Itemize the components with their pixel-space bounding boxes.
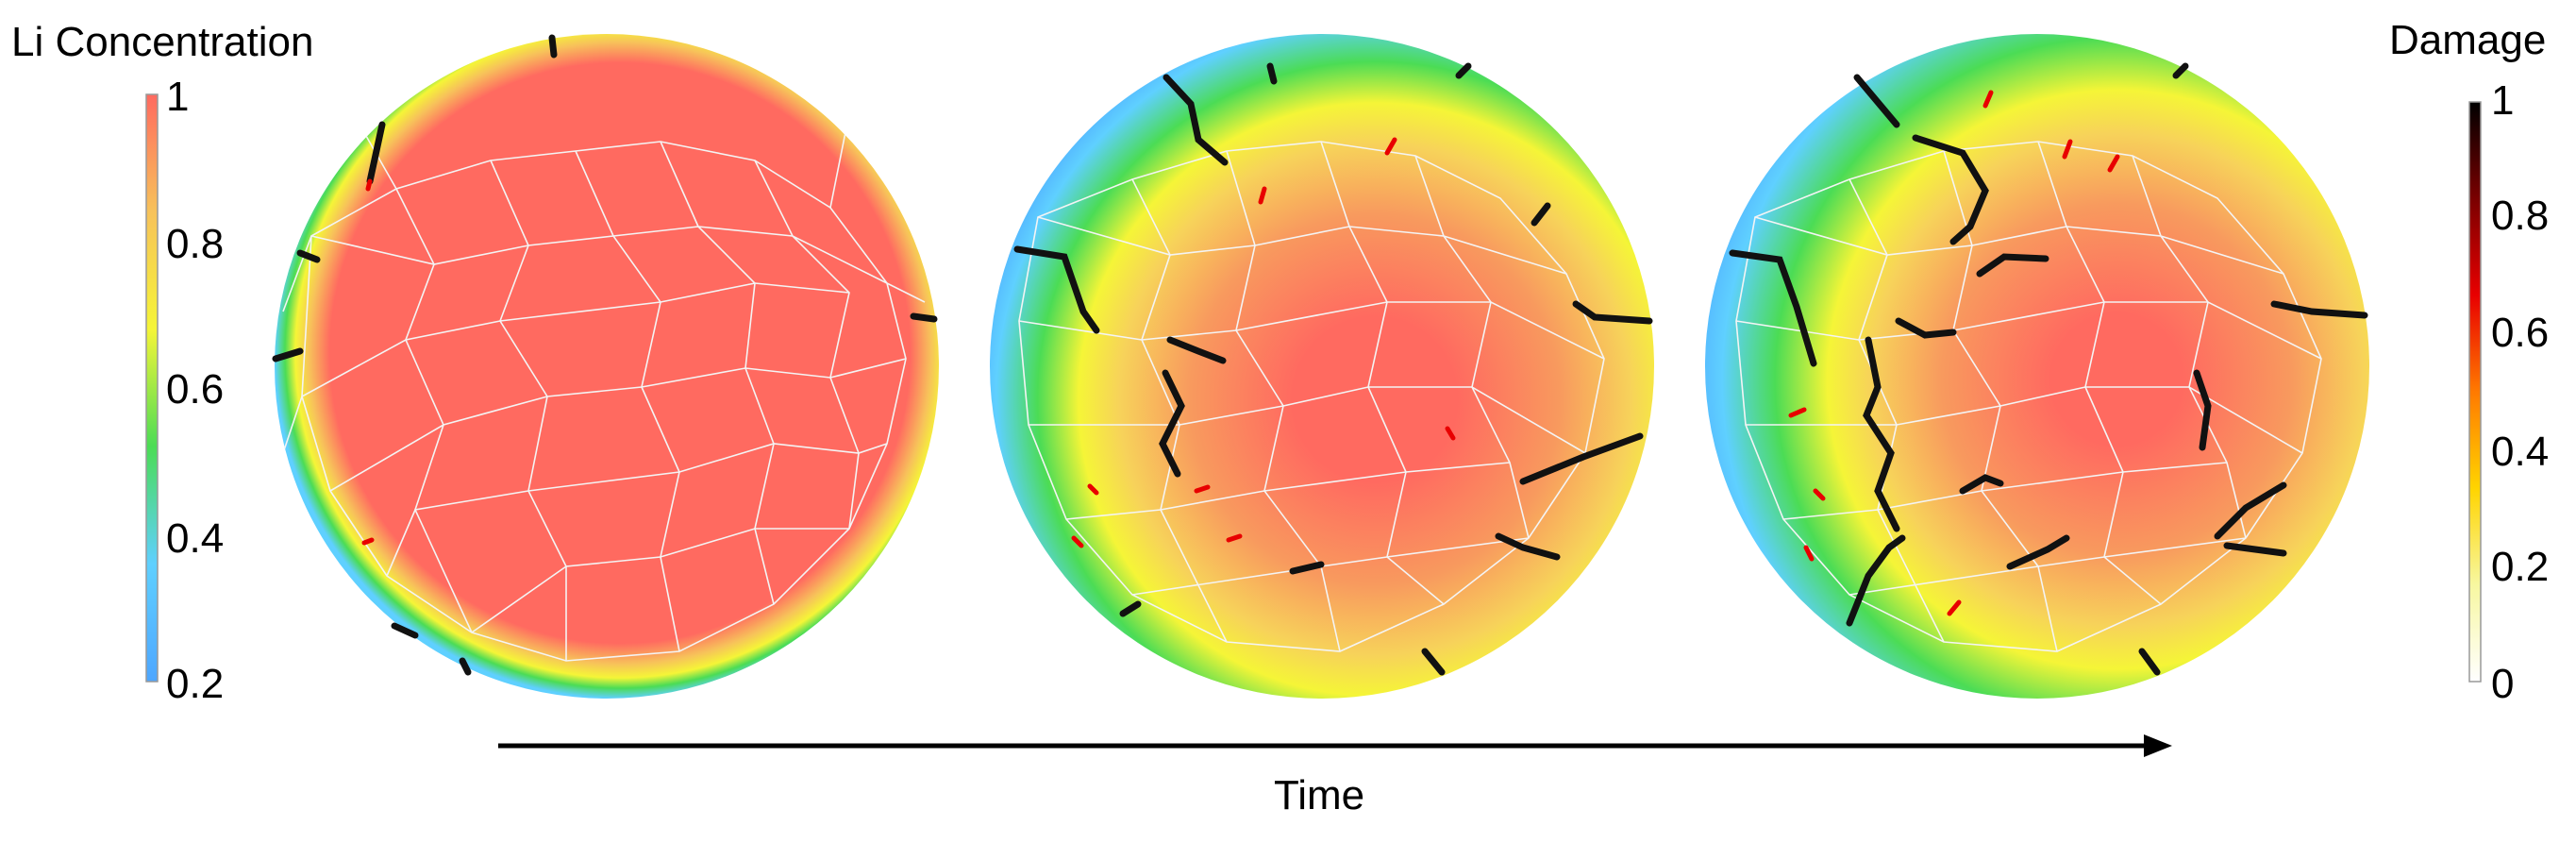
panel-late	[1705, 34, 2369, 699]
time-label: Time	[1274, 772, 1365, 818]
cracks-middle	[1013, 62, 1653, 676]
particle-early	[275, 34, 939, 699]
damage-tick-1: 1	[2491, 77, 2515, 124]
li-tick-0.2: 0.2	[166, 661, 225, 707]
li-tick-1: 1	[166, 74, 190, 120]
panel-middle	[990, 34, 1654, 699]
li-concentration-title: Li Concentration	[11, 19, 314, 65]
damage-tick-0.2: 0.2	[2491, 544, 2550, 590]
crack-tips-late	[1788, 90, 2120, 616]
damage-tick-0: 0	[2491, 661, 2515, 707]
cracks-late	[1729, 62, 2368, 676]
li-tick-0.4: 0.4	[166, 515, 225, 562]
damage-colorbar	[2468, 101, 2482, 683]
grain-boundaries-late	[1735, 141, 2322, 652]
li-tick-0.6: 0.6	[166, 366, 225, 413]
li-tick-0.8: 0.8	[166, 221, 225, 267]
panel-early	[272, 34, 939, 699]
grain-boundaries-early	[282, 112, 926, 662]
damage-title: Damage	[2389, 17, 2547, 63]
particle-middle	[990, 34, 1654, 699]
grain-boundaries-middle	[1018, 141, 1605, 652]
crack-tips-middle	[1071, 137, 1456, 548]
time-arrow	[498, 734, 2172, 757]
li-concentration-colorbar	[145, 93, 159, 683]
cracks-early	[272, 34, 938, 676]
damage-tick-0.8: 0.8	[2491, 193, 2550, 239]
particle-late	[1705, 34, 2369, 699]
damage-tick-0.6: 0.6	[2491, 310, 2550, 356]
crack-tips-early	[361, 178, 375, 546]
damage-tick-0.4: 0.4	[2491, 429, 2550, 475]
